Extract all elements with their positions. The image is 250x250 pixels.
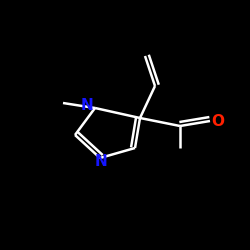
Text: N: N xyxy=(80,98,94,114)
Text: O: O xyxy=(212,114,224,128)
Text: N: N xyxy=(94,154,108,168)
